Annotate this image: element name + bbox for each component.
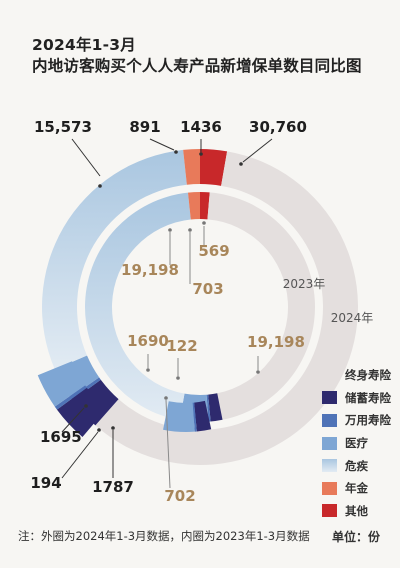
outer-ring-exploded-block (37, 361, 107, 437)
inner-value-label-universal-life: 122 (166, 337, 197, 355)
outer-value-label-savings-life: 1787 (92, 478, 134, 496)
inner-value-label-other: 569 (198, 242, 229, 260)
outer-label-dot-universal-life (97, 428, 101, 432)
outer-value-label-medical: 1695 (40, 428, 82, 446)
legend-item-universal-life: 万用寿险 (322, 409, 391, 432)
chart-title: 内地访客购买个人人寿产品新增保单数目同比图 (32, 57, 362, 75)
inner-ring-block-savings-life (194, 400, 212, 432)
inner-label-dot-critical-illness (168, 228, 172, 232)
inner-label-dot-annuity (188, 228, 192, 232)
outer-ring-slice-annuity (183, 149, 200, 185)
legend-label-medical: 医疗 (345, 436, 368, 451)
inner-value-label-annuity: 703 (192, 280, 223, 298)
outer-label-dot-whole-life (239, 162, 243, 166)
inner-ring-slice-whole-life (207, 192, 315, 420)
outer-ring-slice-critical-illness (41, 149, 187, 370)
legend-swatch-medical (322, 436, 337, 450)
inner-ring-block-medical (163, 401, 195, 433)
inner-label-dot-universal-life (176, 376, 180, 380)
outer-ring-slice-whole-life (95, 151, 358, 466)
inner-label-dot-whole-life (256, 370, 260, 374)
outer-value-label-annuity: 891 (129, 118, 160, 136)
outer-value-label-other: 1436 (180, 118, 222, 136)
legend-swatch-other (322, 504, 337, 518)
outer-value-label-universal-life: 194 (30, 474, 61, 492)
chart-title-year: 2024年1-3月 (32, 36, 136, 54)
legend-item-savings-life: 储蓄寿险 (322, 387, 391, 410)
legend-label-universal-life: 万用寿险 (345, 413, 391, 428)
legend-label-savings-life: 储蓄寿险 (345, 390, 391, 405)
inner-ring-exploded-block (163, 400, 212, 433)
inner-label-dot-other (202, 221, 206, 225)
outer-ring-block-universal-life (54, 385, 87, 410)
legend-swatch-universal-life (322, 413, 337, 427)
legend-label-critical-illness: 危疾 (345, 458, 368, 473)
inner-ring-block-universal-life (192, 402, 197, 432)
unit-label: 单位：份 (331, 530, 380, 544)
legend-swatch-savings-life (322, 391, 337, 405)
legend-item-whole-life: 终身寿险 (322, 364, 391, 387)
outer-ring-name: 2024年 (331, 311, 374, 325)
legend-item-other: 其他 (322, 500, 391, 523)
inner-value-label-savings-life: 702 (164, 487, 195, 505)
outer-value-label-whole-life: 30,760 (249, 118, 307, 136)
outer-label-leader-critical-illness (71, 138, 101, 177)
legend-label-other: 其他 (345, 503, 368, 518)
inner-label-dot-medical (146, 368, 150, 372)
legend-swatch-whole-life (322, 368, 337, 382)
footnote: 注：外圈为2024年1-3月数据，内圈为2023年1-3月数据 (18, 529, 310, 543)
outer-label-dot-critical-illness (98, 184, 102, 188)
inner-ring-name: 2023年 (283, 277, 326, 291)
inner-label-leader-savings-life (165, 399, 171, 489)
outer-label-dot-other (199, 152, 203, 156)
outer-ring-block-savings-life (56, 387, 107, 437)
legend-item-critical-illness: 危疾 (322, 454, 391, 477)
outer-value-label-critical-illness: 15,573 (34, 118, 92, 136)
outer-label-leader-annuity (149, 138, 175, 151)
outer-label-dot-savings-life (111, 426, 115, 430)
legend-swatch-annuity (322, 481, 337, 495)
outer-ring-slice-other (200, 149, 228, 186)
outer-label-leader-medical (61, 407, 85, 433)
inner-ring-slice-critical-illness (85, 192, 191, 421)
legend-item-medical: 医疗 (322, 432, 391, 455)
legend: 终身寿险储蓄寿险万用寿险医疗危疾年金其他 (322, 364, 391, 522)
inner-value-label-critical-illness: 19,198 (121, 261, 179, 279)
outer-label-leader-universal-life (61, 431, 99, 479)
outer-label-dot-medical (84, 404, 88, 408)
inner-value-label-medical: 1690 (127, 332, 169, 350)
outer-label-leader-whole-life (242, 138, 273, 163)
legend-label-whole-life: 终身寿险 (345, 368, 391, 383)
outer-label-dot-annuity (174, 150, 178, 154)
outer-ring-block-medical (37, 361, 86, 407)
inner-value-label-whole-life: 19,198 (247, 333, 305, 351)
legend-label-annuity: 年金 (345, 481, 368, 496)
inner-ring-slice-other (200, 192, 210, 220)
inner-ring-slice-annuity (187, 192, 200, 220)
inner-ring-slice-savings-life (208, 393, 223, 422)
inner-ring-slice-universal-life (206, 394, 211, 422)
legend-item-annuity: 年金 (322, 477, 391, 500)
inner-label-dot-savings-life (164, 396, 168, 400)
legend-swatch-critical-illness (322, 459, 337, 473)
